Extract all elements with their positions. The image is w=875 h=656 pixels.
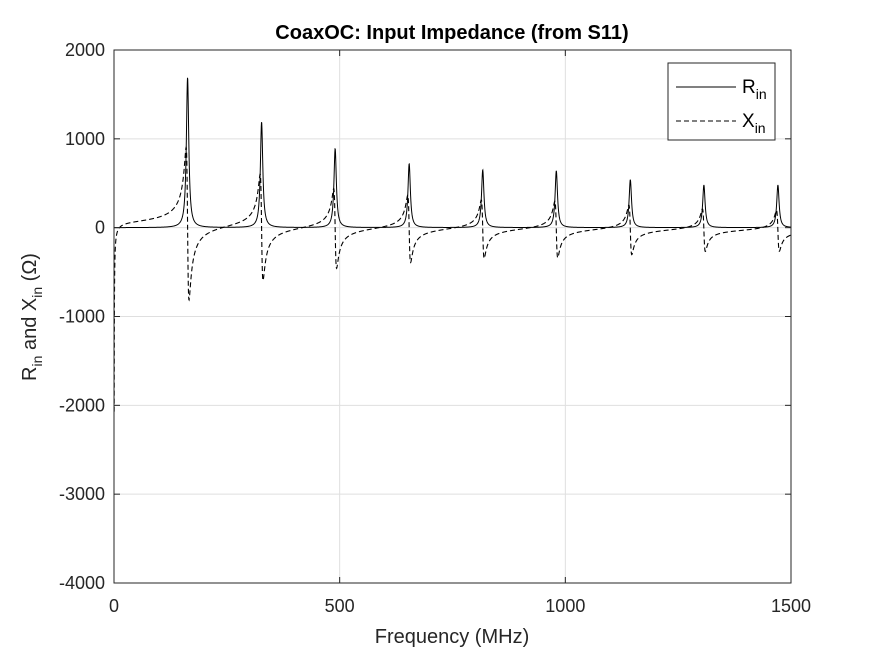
legend: Rin Xin xyxy=(667,62,776,141)
y-axis-title-x-sub: in xyxy=(29,287,45,298)
x-tick-label: 1000 xyxy=(545,596,585,616)
series-layer xyxy=(113,77,792,412)
y-tick-labels: -4000 -3000 -2000 -1000 0 1000 2000 xyxy=(59,40,105,593)
y-tick-label: -2000 xyxy=(59,395,105,415)
chart-title: CoaxOC: Input Impedance (from S11) xyxy=(275,22,628,44)
x-tick-label: 500 xyxy=(325,596,355,616)
y-tick-label: 2000 xyxy=(65,40,105,60)
legend-r-in-label: Rin xyxy=(742,77,767,102)
y-tick-label: -3000 xyxy=(59,484,105,504)
y-tick-label: 0 xyxy=(95,218,105,238)
y-tick-label: 1000 xyxy=(65,129,105,149)
x-tick-label: 0 xyxy=(109,596,119,616)
y-axis-title: Rin and Xin (Ω) xyxy=(19,253,45,381)
x-tick-labels: 0 500 1000 1500 xyxy=(109,596,811,616)
y-axis-title-unit: (Ω) xyxy=(19,253,41,287)
legend-box xyxy=(667,62,776,141)
legend-x-in-label: Xin xyxy=(742,111,766,136)
series-r-in-line xyxy=(114,77,792,229)
y-axis-title-and-x: and X xyxy=(19,298,41,356)
y-axis-title-r-sub: in xyxy=(29,356,45,367)
x-tick-label: 1500 xyxy=(771,596,811,616)
y-axis-title-r: R xyxy=(19,367,41,381)
axis-ticks xyxy=(113,49,792,584)
x-axis-title: Frequency (MHz) xyxy=(375,626,529,648)
y-tick-label: -1000 xyxy=(59,307,105,327)
y-tick-label: -4000 xyxy=(59,573,105,593)
